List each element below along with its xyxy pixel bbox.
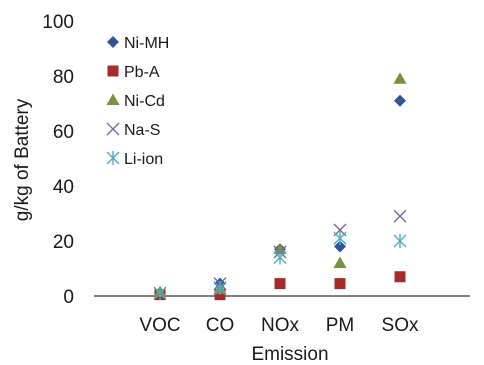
y-tick-label: 40 bbox=[53, 177, 74, 198]
legend: Ni-MH Pb-A Ni-Cd Na-S Li-ion bbox=[106, 35, 169, 168]
point-pb-a bbox=[394, 271, 406, 283]
legend-label-na-s: Na-S bbox=[124, 122, 160, 139]
y-axis-ticks: 0 20 40 60 80 100 bbox=[42, 12, 74, 308]
y-tick-label: 80 bbox=[53, 67, 74, 88]
x-tick-label: CO bbox=[206, 315, 235, 336]
point-li-ion bbox=[273, 250, 287, 265]
point-ni-cd bbox=[393, 72, 407, 84]
x-tick-label: NOx bbox=[261, 315, 300, 336]
legend-label-ni-mh: Ni-MH bbox=[124, 35, 169, 52]
point-li-ion bbox=[333, 231, 347, 246]
point-ni-mh bbox=[394, 94, 406, 107]
x-tick-label: VOC bbox=[139, 315, 180, 336]
legend-marker-na-s bbox=[106, 122, 120, 136]
point-li-ion bbox=[393, 234, 407, 248]
point-pb-a bbox=[334, 278, 346, 290]
legend-marker-li-ion bbox=[106, 151, 120, 165]
point-na-s bbox=[393, 209, 407, 223]
point-ni-mh bbox=[334, 240, 346, 253]
y-tick-label: 0 bbox=[63, 287, 74, 308]
x-axis-label: Emission bbox=[251, 344, 328, 365]
point-ni-cd bbox=[333, 256, 347, 268]
y-tick-label: 100 bbox=[42, 12, 74, 33]
point-li-ion bbox=[153, 286, 167, 301]
legend-label-pb-a: Pb-A bbox=[124, 64, 160, 81]
legend-marker-ni-cd bbox=[106, 93, 120, 105]
legend-marker-pb-a bbox=[107, 65, 119, 77]
point-pb-a bbox=[274, 278, 286, 290]
legend-label-ni-cd: Ni-Cd bbox=[124, 93, 165, 110]
legend-marker-ni-mh bbox=[107, 36, 119, 48]
x-tick-label: PM bbox=[326, 315, 355, 336]
point-ni-cd bbox=[273, 242, 287, 255]
x-tick-label: SOx bbox=[382, 315, 419, 336]
data-points bbox=[153, 72, 407, 301]
y-axis-label: g/kg of Battery bbox=[12, 98, 33, 221]
y-tick-label: 60 bbox=[53, 122, 74, 143]
point-li-ion bbox=[213, 280, 227, 295]
y-tick-label: 20 bbox=[53, 232, 74, 253]
legend-label-li-ion: Li-ion bbox=[124, 151, 163, 168]
x-axis-ticks: VOC CO NOx PM SOx bbox=[139, 315, 419, 336]
